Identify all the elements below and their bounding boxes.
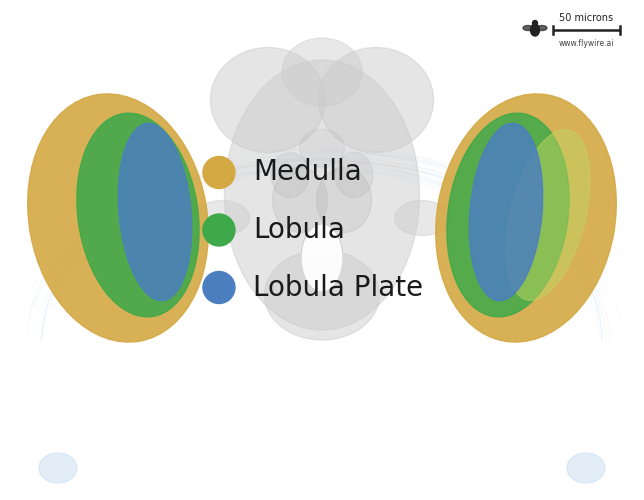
Ellipse shape [447,113,569,317]
Ellipse shape [39,453,77,483]
Ellipse shape [319,48,433,152]
Circle shape [203,272,235,304]
Circle shape [203,214,235,246]
Text: www.flywire.ai: www.flywire.ai [559,39,614,48]
Ellipse shape [335,152,373,198]
Ellipse shape [299,129,345,167]
Ellipse shape [28,94,208,342]
Ellipse shape [531,24,540,36]
Ellipse shape [225,60,419,330]
Ellipse shape [537,26,547,30]
Ellipse shape [265,250,379,340]
Ellipse shape [272,168,328,232]
Ellipse shape [506,130,590,300]
Ellipse shape [316,168,372,232]
Ellipse shape [301,224,343,292]
Ellipse shape [77,113,199,317]
Ellipse shape [282,38,362,106]
Text: Medulla: Medulla [253,158,362,186]
Text: 50 microns: 50 microns [560,13,614,23]
Circle shape [203,156,235,188]
Ellipse shape [395,200,450,235]
Text: Lobula: Lobula [253,216,345,244]
Ellipse shape [211,48,325,152]
Ellipse shape [469,124,543,300]
Ellipse shape [194,200,249,235]
Ellipse shape [271,152,309,198]
Ellipse shape [436,94,616,342]
Ellipse shape [567,453,605,483]
Ellipse shape [118,124,192,300]
Ellipse shape [523,26,533,30]
Text: Lobula Plate: Lobula Plate [253,274,423,301]
Ellipse shape [533,20,538,25]
